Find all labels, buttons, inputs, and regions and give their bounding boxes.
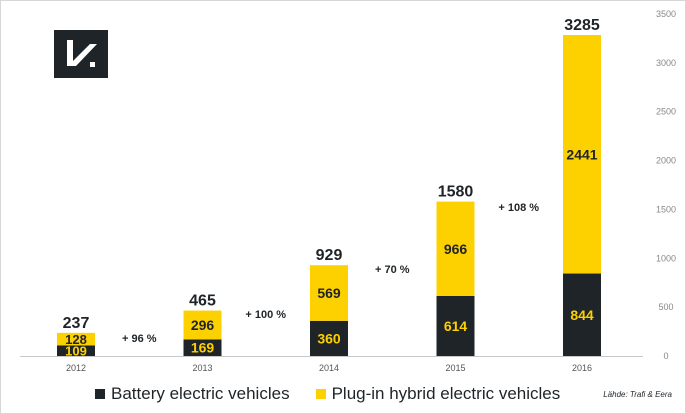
y-tick-label: 500 [658,302,673,312]
data-label-total: 1580 [438,184,474,201]
legend-item-phev: Plug-in hybrid electric vehicles [315,384,561,404]
y-tick-label: 1500 [656,204,676,214]
y-tick-label: 0 [663,351,668,361]
data-label-total: 929 [316,247,343,264]
legend-label-bev: Battery electric vehicles [111,384,290,403]
x-tick-label: 2012 [66,363,86,373]
y-tick-label: 3000 [656,58,676,68]
growth-annotation: + 108 % [498,202,539,214]
growth-annotation: + 96 % [122,333,157,345]
data-label-total: 3285 [564,17,600,34]
bar-segment-bev [563,273,601,356]
data-label-bev: 360 [317,330,341,346]
bar-segment-bev [57,345,95,356]
legend-swatch-bev [95,389,105,399]
data-label-phev: 128 [65,332,87,347]
bar-segment-phev [436,201,475,297]
data-label-bev: 109 [65,344,87,359]
bar-segment-phev [183,310,222,340]
data-label-phev: 296 [191,317,215,333]
x-tick-label: 2015 [445,363,465,373]
data-label-bev: 844 [570,307,594,323]
x-tick-label: 2014 [319,363,339,373]
growth-annotation: + 100 % [245,309,286,321]
y-tick-label: 2000 [656,156,676,166]
legend-item-bev: Battery electric vehicles [95,384,290,404]
x-tick-label: 2013 [192,363,212,373]
legend-swatch-phev [315,389,326,399]
legend-label-phev: Plug-in hybrid electric vehicles [331,384,561,403]
bar-segment-bev [183,339,222,356]
y-tick-label: 1000 [656,253,676,263]
data-label-total: 465 [189,293,216,310]
y-tick-label: 3500 [656,9,676,19]
growth-annotation: + 70 % [375,264,410,276]
data-label-bev: 169 [191,340,215,356]
source-note: Lähde: Trafi & Eera [603,390,672,399]
brand-logo-icon [54,30,108,78]
data-label-phev: 569 [317,285,341,301]
data-label-phev: 966 [444,241,468,257]
bar-segment-bev [436,296,475,356]
y-tick-label: 2500 [656,107,676,117]
bar-segment-bev [310,320,348,356]
bar-segment-phev [310,265,348,321]
chart-legend: Battery electric vehicles Plug-in hybrid… [95,383,586,405]
data-label-total: 237 [63,315,90,332]
bar-segment-phev [563,35,601,274]
x-tick-label: 2016 [572,363,592,373]
data-label-bev: 614 [444,318,468,334]
bar-segment-phev [57,332,95,346]
data-label-phev: 2441 [566,146,597,162]
